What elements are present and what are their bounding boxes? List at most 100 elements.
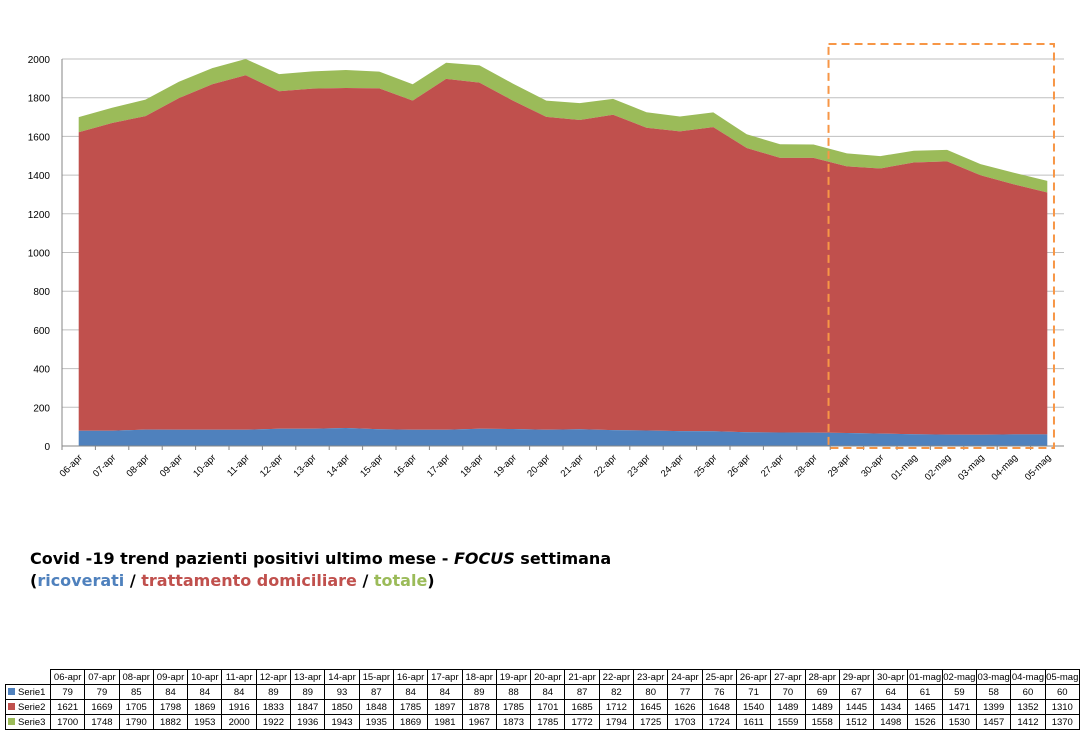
table-cell: 1611 [735, 714, 772, 730]
table-header-cell: 04-mag [1010, 669, 1046, 685]
x-tick-label: 21-apr [559, 452, 586, 479]
table-cell: 59 [941, 684, 978, 700]
table-cell: 1700 [49, 714, 86, 730]
x-tick-label: 16-apr [392, 452, 419, 479]
table-cell: 58 [976, 684, 1012, 700]
table-header-cell: 15-apr [358, 669, 394, 685]
table-cell: 1897 [427, 699, 463, 715]
table-cell: 1850 [324, 699, 360, 715]
x-tick-label: 04-mag [989, 452, 1020, 483]
table-header-cell: 13-apr [290, 669, 326, 685]
table-header-cell: 20-apr [530, 669, 566, 685]
table-header-cell: 27-apr [770, 669, 806, 685]
series-name: Serie2 [18, 701, 46, 713]
table-cell: 70 [770, 684, 806, 700]
area-serie1 [78, 428, 1048, 446]
x-tick-label: 02-mag [923, 452, 954, 483]
table-cell: 80 [633, 684, 669, 700]
table-header-cell: 19-apr [495, 669, 532, 685]
y-tick-label: 1400 [28, 171, 51, 182]
x-tick-label: 05-mag [1023, 452, 1054, 483]
table-cell: 1703 [667, 714, 703, 730]
table-cell: 84 [392, 684, 429, 700]
x-tick-label: 15-apr [358, 452, 385, 479]
x-tick-label: 18-apr [458, 452, 485, 479]
table-header-cell: 08-apr [118, 669, 154, 685]
table-header-row: 06-apr 07-apr 08-apr 09-apr 10-apr 11-apr 12-a… [6, 669, 1080, 685]
table-cell: 89 [255, 684, 292, 700]
table-cell: 88 [495, 684, 532, 700]
x-axis: 06-apr 07-apr 08-apr 09-apr 10-apr 11-apr 12-a… [58, 445, 1064, 483]
table-header-cell: 02-mag [941, 669, 978, 685]
legend-swatch [8, 688, 15, 696]
series-name: Serie1 [18, 686, 46, 698]
table-cell: 64 [873, 684, 909, 700]
x-tick-label: 12-apr [258, 452, 285, 479]
table-cell: 1465 [907, 699, 943, 715]
y-axis: 0 200 400 600 800 1000 1200 1400 1600 1800 2000 [28, 55, 63, 453]
y-tick-label: 1600 [28, 132, 51, 143]
focus-box [827, 43, 1055, 449]
table-header-cell: 29-apr [838, 669, 875, 685]
table-header-cell: 11-apr [221, 669, 257, 685]
table-cell: 93 [324, 684, 360, 700]
table-cell: 1935 [358, 714, 394, 730]
table-cell: 1558 [804, 714, 840, 730]
table-cell: 84 [530, 684, 566, 700]
y-tick-label: 2000 [28, 55, 51, 66]
caption-open: ( [30, 571, 38, 590]
table-header-cell: 17-apr [427, 669, 463, 685]
legend-swatch [8, 718, 15, 726]
table-cell: 89 [290, 684, 326, 700]
table-cell: 1526 [907, 714, 943, 730]
table-cell: 1922 [255, 714, 292, 730]
x-tick-label: 01-mag [889, 452, 920, 483]
table-cell: 79 [84, 684, 120, 700]
table-cell: 79 [49, 684, 86, 700]
caption-sep-2: / [356, 571, 374, 590]
table-cell: 1848 [358, 699, 394, 715]
table-cell: 84 [152, 684, 189, 700]
table-cell: 1725 [633, 714, 669, 730]
table-cell: 69 [804, 684, 840, 700]
y-tick-label: 1000 [28, 249, 51, 260]
table-cell: 1878 [461, 699, 497, 715]
table-header-cell: 05-mag [1044, 669, 1080, 685]
x-tick-label: 30-apr [859, 452, 886, 479]
table-header-cell: 03-mag [976, 669, 1012, 685]
table-cell: 82 [598, 684, 635, 700]
table-cell: 89 [461, 684, 497, 700]
data-table: 06-apr 07-apr 08-apr 09-apr 10-apr 11-apr 12-a… [5, 669, 1080, 730]
table-cell: 1785 [392, 699, 429, 715]
table-cell: 1621 [49, 699, 86, 715]
table-corner [6, 670, 51, 685]
table-cell: 1530 [941, 714, 978, 730]
x-tick-label: 10-apr [191, 452, 218, 479]
table-header-cell: 07-apr [84, 669, 120, 685]
table-cell: 1882 [152, 714, 189, 730]
table-header-cell: 26-apr [735, 669, 772, 685]
table-cell: 84 [187, 684, 223, 700]
y-tick-label: 600 [33, 326, 50, 337]
table-cell: 84 [427, 684, 463, 700]
x-tick-label: 25-apr [692, 452, 719, 479]
table-cell: 1412 [1010, 714, 1046, 730]
table-header-cell: 16-apr [392, 669, 429, 685]
caption-focus: FOCUS [453, 549, 515, 568]
table-cell: 1512 [838, 714, 875, 730]
table-cell: 1540 [735, 699, 772, 715]
x-tick-label: 29-apr [826, 452, 853, 479]
table-cell: 1559 [770, 714, 806, 730]
y-tick-label: 800 [33, 287, 50, 298]
table-row: Serie1 79 79 85 84 84 84 89 89 93 87 84 84 89 88 84 87 82… [5, 684, 1080, 700]
y-tick-label: 200 [33, 403, 50, 414]
table-cell: 67 [838, 684, 875, 700]
table-cell: 1785 [495, 699, 532, 715]
table-cell: 1869 [187, 699, 223, 715]
x-tick-label: 06-apr [58, 452, 85, 479]
table-cell: 1645 [633, 699, 669, 715]
table-cell: 77 [667, 684, 703, 700]
x-tick-label: 13-apr [291, 452, 318, 479]
x-tick-label: 28-apr [792, 452, 819, 479]
table-cell: 1352 [1010, 699, 1046, 715]
